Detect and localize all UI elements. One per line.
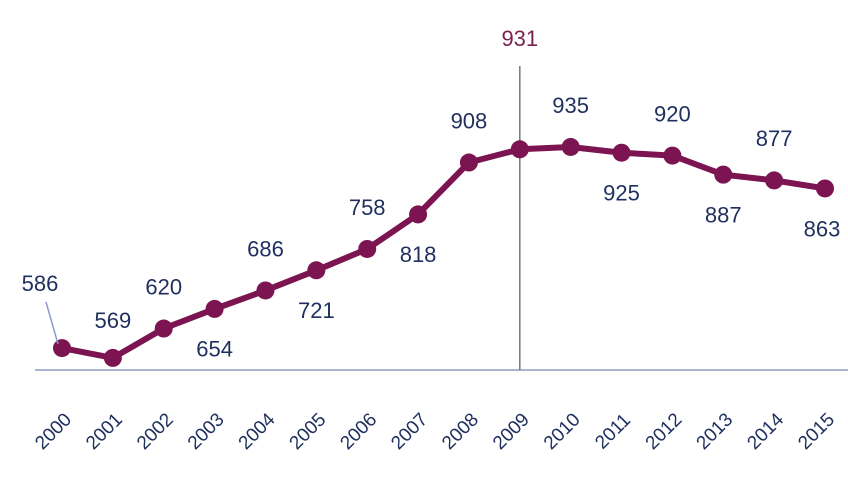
- data-label: 935: [552, 93, 589, 118]
- x-tick-label: 2003: [184, 409, 229, 454]
- point: [510, 140, 529, 159]
- point: [663, 146, 682, 165]
- point: [256, 281, 275, 300]
- x-tick-label: 2014: [743, 409, 788, 454]
- point: [205, 299, 224, 318]
- x-tick-label: 2006: [336, 409, 381, 454]
- x-tick-label: 2002: [133, 409, 178, 454]
- point: [307, 261, 326, 280]
- data-label: 863: [804, 216, 841, 241]
- point: [409, 205, 428, 224]
- x-tick-label: 2010: [540, 409, 585, 454]
- data-label: 686: [247, 236, 284, 261]
- data-label: 877: [756, 126, 793, 151]
- data-label: 620: [145, 274, 182, 299]
- data-label: 908: [451, 108, 488, 133]
- point: [765, 171, 784, 190]
- x-tick-label: 2001: [82, 409, 127, 454]
- data-label: 920: [654, 101, 691, 126]
- x-tick-label: 2007: [387, 409, 432, 454]
- leader-line: [45, 301, 59, 345]
- x-tick-label: 2000: [31, 409, 76, 454]
- point: [358, 239, 377, 258]
- x-tick-label: 2013: [693, 409, 738, 454]
- data-label: 721: [298, 298, 335, 323]
- data-label: 931: [501, 26, 538, 51]
- data-label: 758: [349, 195, 386, 220]
- data-label: 887: [705, 202, 742, 227]
- x-tick-label: 2008: [438, 409, 483, 454]
- line: [61, 143, 826, 361]
- data-label: 925: [603, 181, 640, 206]
- point: [154, 319, 173, 338]
- x-tick-label: 2015: [794, 409, 839, 454]
- data-label: 586: [22, 271, 59, 296]
- x-tick-label: 2011: [591, 410, 635, 454]
- x-tick-label: 2009: [489, 409, 534, 454]
- point: [612, 143, 631, 162]
- point: [816, 179, 834, 198]
- x-tick-label: 2005: [286, 409, 331, 454]
- point: [459, 153, 478, 172]
- x-tick-label: 2012: [642, 409, 687, 454]
- x-tick-label: 2004: [235, 409, 280, 454]
- point: [561, 137, 580, 156]
- data-label: 818: [400, 242, 437, 267]
- data-label: 654: [196, 337, 233, 362]
- point: [53, 339, 71, 358]
- point: [714, 165, 733, 184]
- point: [103, 348, 122, 367]
- data-label: 569: [95, 308, 132, 333]
